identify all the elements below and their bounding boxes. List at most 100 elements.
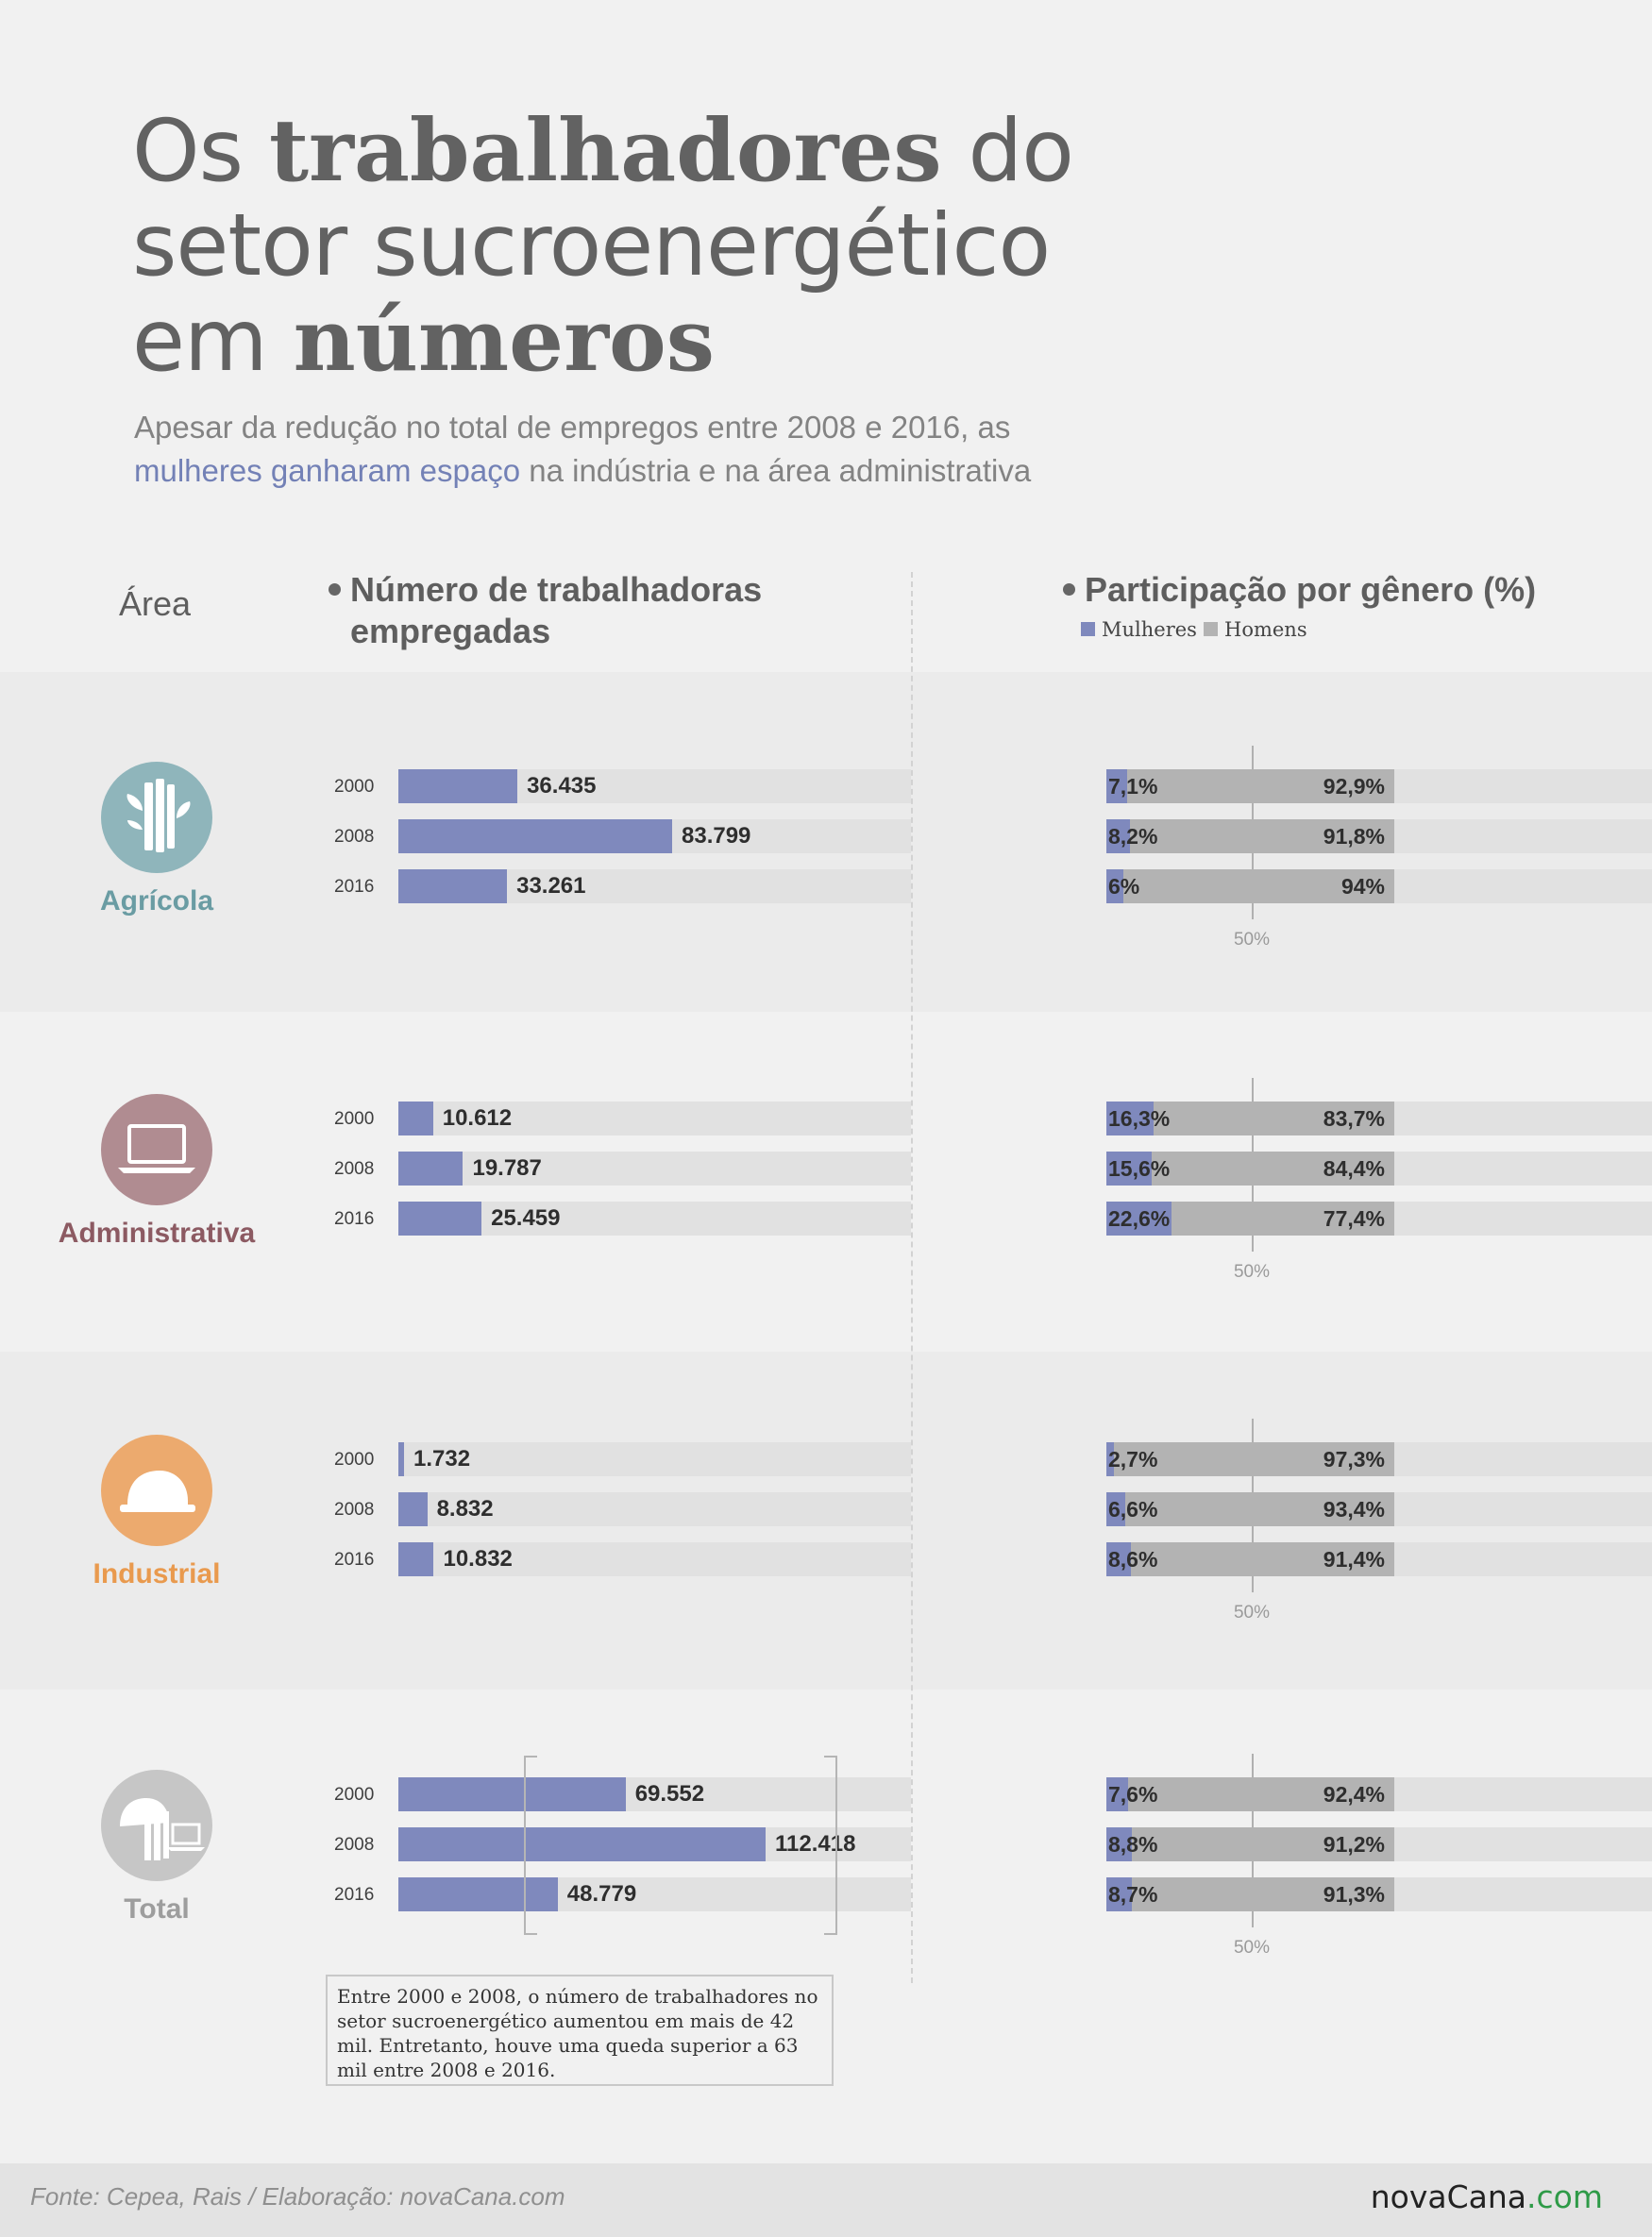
count-value-industrial-2008: 8.832 xyxy=(436,1496,494,1522)
reference-label-50-industrial: 50% xyxy=(1233,1603,1271,1623)
women-pct-administrativa-2000: 16,3% xyxy=(1108,1106,1171,1131)
women-pct-total-2000: 7,6% xyxy=(1108,1782,1158,1807)
count-bar-industrial-2008 xyxy=(398,1492,428,1526)
women-pct-administrativa-2008: 15,6% xyxy=(1108,1156,1171,1181)
subtitle-highlight: mulheres ganharam espaço xyxy=(134,453,521,488)
men-bar-total-2016 xyxy=(1106,1877,1394,1911)
count-track-industrial-2008 xyxy=(398,1492,911,1526)
year-label-total-2016: 2016 xyxy=(334,1885,375,1905)
men-bar-administrativa-2000 xyxy=(1106,1102,1394,1135)
area-label-agricola: Agrícola xyxy=(99,885,214,917)
women-bar-administrativa-2016 xyxy=(1106,1202,1172,1236)
brand-logo[interactable]: novaCana.com xyxy=(1370,2178,1603,2215)
men-bar-industrial-2008 xyxy=(1106,1492,1394,1526)
men-bar-agricola-2008 xyxy=(1106,819,1394,853)
reference-label-50-total: 50% xyxy=(1233,1938,1271,1958)
women-bar-agricola-2016 xyxy=(1106,869,1124,903)
area-icon-total xyxy=(101,1770,212,1881)
women-pct-total-2016: 8,7% xyxy=(1108,1882,1158,1907)
reference-label-50-administrativa: 50% xyxy=(1233,1262,1271,1282)
women-pct-industrial-2016: 8,6% xyxy=(1108,1547,1158,1572)
women-pct-agricola-2008: 8,2% xyxy=(1108,824,1158,849)
women-bar-administrativa-2008 xyxy=(1106,1152,1152,1186)
footer: Fonte: Cepea, Rais / Elaboração: novaCan… xyxy=(0,2163,1652,2237)
count-bar-agricola-2008 xyxy=(398,819,672,853)
men-bar-agricola-2000 xyxy=(1106,769,1394,803)
men-pct-industrial-2000: 97,3% xyxy=(1323,1447,1385,1472)
year-label-administrativa-2016: 2016 xyxy=(334,1209,375,1229)
count-track-administrativa-2008 xyxy=(398,1152,911,1186)
men-pct-administrativa-2016: 77,4% xyxy=(1323,1206,1385,1231)
source-text: Fonte: Cepea, Rais / Elaboração: novaCan… xyxy=(30,2182,565,2211)
note-box: Entre 2000 e 2008, o número de trabalhad… xyxy=(326,1975,834,2086)
men-pct-administrativa-2000: 83,7% xyxy=(1323,1106,1385,1131)
bullet-icon xyxy=(329,582,341,596)
count-bar-total-2000 xyxy=(398,1777,626,1811)
title-line1: Os trabalhadores do xyxy=(132,101,1074,201)
area-label-total: Total xyxy=(124,1893,190,1925)
column-divider xyxy=(911,572,913,1983)
women-pct-agricola-2000: 7,1% xyxy=(1108,774,1158,799)
count-bar-industrial-2016 xyxy=(398,1542,434,1576)
women-bar-industrial-2008 xyxy=(1106,1492,1126,1526)
count-value-industrial-2000: 1.732 xyxy=(413,1446,471,1472)
year-label-total-2000: 2000 xyxy=(334,1785,375,1805)
bracket-right xyxy=(824,1756,837,1935)
men-pct-industrial-2008: 93,4% xyxy=(1323,1497,1385,1522)
men-pct-administrativa-2008: 84,4% xyxy=(1323,1156,1385,1181)
count-bar-administrativa-2016 xyxy=(398,1202,482,1236)
women-pct-administrativa-2016: 22,6% xyxy=(1108,1206,1171,1231)
men-bar-industrial-2000 xyxy=(1106,1442,1394,1476)
men-pct-total-2016: 91,3% xyxy=(1323,1882,1385,1907)
bullet-icon xyxy=(1063,582,1075,596)
count-value-total-2016: 48.779 xyxy=(566,1881,637,1907)
count-bar-administrativa-2008 xyxy=(398,1152,464,1186)
men-pct-total-2008: 91,2% xyxy=(1323,1832,1385,1857)
area-label-administrativa: Administrativa xyxy=(58,1218,256,1249)
count-bar-total-2008 xyxy=(398,1827,767,1861)
year-label-industrial-2000: 2000 xyxy=(334,1450,375,1470)
count-track-industrial-2000 xyxy=(398,1442,911,1476)
men-bar-agricola-2016 xyxy=(1106,869,1394,903)
area-icon-agricola xyxy=(101,762,212,873)
area-icon-industrial xyxy=(101,1435,212,1546)
legend-men: Homens xyxy=(1204,618,1307,641)
count-track-administrativa-2016 xyxy=(398,1202,911,1236)
year-label-industrial-2016: 2016 xyxy=(334,1550,375,1570)
count-bar-administrativa-2000 xyxy=(398,1102,433,1135)
legend-women: Mulheres xyxy=(1081,618,1197,641)
women-bar-administrativa-2000 xyxy=(1106,1102,1154,1135)
women-bar-industrial-2000 xyxy=(1106,1442,1115,1476)
legend-swatch-women xyxy=(1081,622,1095,636)
year-label-agricola-2016: 2016 xyxy=(334,877,375,897)
column-header-count: Número de trabalhadoras empregadas xyxy=(329,569,857,652)
year-label-agricola-2000: 2000 xyxy=(334,777,375,797)
count-track-industrial-2016 xyxy=(398,1542,911,1576)
count-bar-industrial-2000 xyxy=(398,1442,404,1476)
year-label-industrial-2008: 2008 xyxy=(334,1500,375,1520)
count-bar-agricola-2016 xyxy=(398,869,508,903)
count-value-agricola-2000: 36.435 xyxy=(527,773,597,799)
count-value-agricola-2016: 33.261 xyxy=(516,873,586,899)
women-bar-agricola-2000 xyxy=(1106,769,1127,803)
women-bar-total-2008 xyxy=(1106,1827,1132,1861)
women-bar-agricola-2008 xyxy=(1106,819,1130,853)
legend-swatch-men xyxy=(1204,622,1218,636)
area-label-industrial: Industrial xyxy=(93,1558,221,1589)
women-pct-industrial-2000: 2,7% xyxy=(1108,1447,1158,1472)
year-label-total-2008: 2008 xyxy=(334,1835,375,1855)
count-value-agricola-2008: 83.799 xyxy=(682,823,751,849)
year-label-administrativa-2000: 2000 xyxy=(334,1109,375,1129)
women-bar-total-2000 xyxy=(1106,1777,1129,1811)
title-line3: em números xyxy=(132,291,715,391)
count-value-administrativa-2008: 19.787 xyxy=(472,1155,542,1181)
women-bar-industrial-2016 xyxy=(1106,1542,1132,1576)
infographic-subtitle: Apesar da redução no total de empregos e… xyxy=(134,410,1032,488)
men-pct-agricola-2016: 94% xyxy=(1340,874,1385,899)
count-value-administrativa-2000: 10.612 xyxy=(442,1105,513,1131)
men-bar-total-2008 xyxy=(1106,1827,1394,1861)
count-value-total-2008: 112.418 xyxy=(775,1831,856,1857)
women-pct-total-2008: 8,8% xyxy=(1108,1832,1158,1857)
infographic-title: Os trabalhadores do setor sucroenergétic… xyxy=(132,104,1359,389)
count-value-industrial-2016: 10.832 xyxy=(443,1546,513,1572)
